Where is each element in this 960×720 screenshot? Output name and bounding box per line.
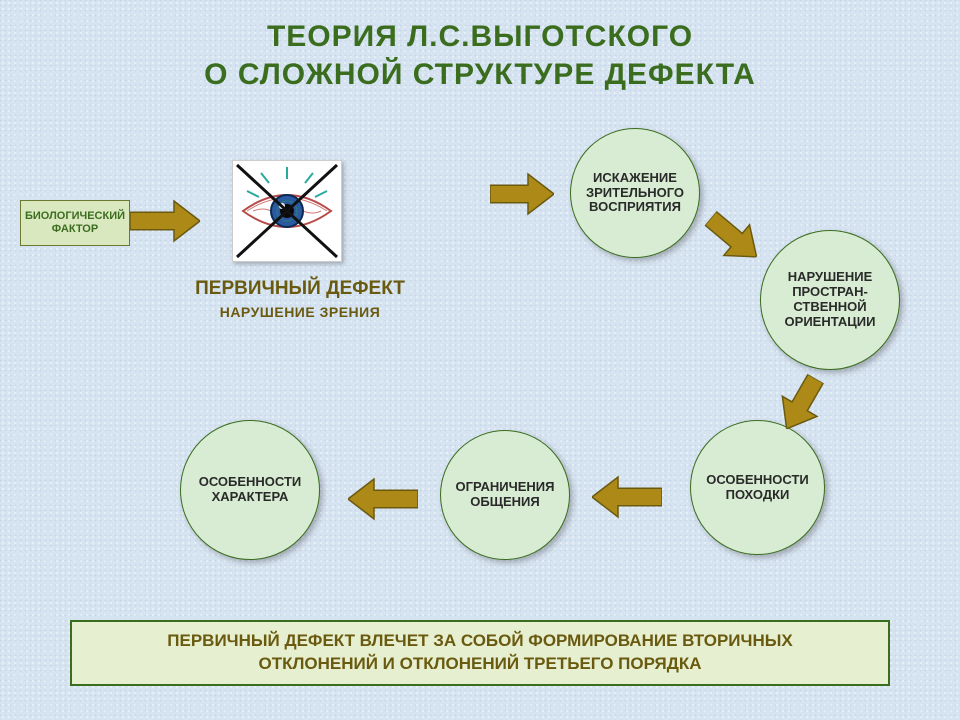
bubble-b3: ОСОБЕННОСТИПОХОДКИ <box>690 420 825 555</box>
bubble-b4: ОГРАНИЧЕНИЯОБЩЕНИЯ <box>440 430 570 560</box>
eye-icon <box>233 161 341 261</box>
bubble-b5: ОСОБЕННОСТИХАРАКТЕРА <box>180 420 320 560</box>
factor-box: БИОЛОГИЧЕСКИЙФАКТОР <box>20 200 130 246</box>
primary-defect-label: ПЕРВИЧНЫЙ ДЕФЕКТ НАРУШЕНИЕ ЗРЕНИЯ <box>170 278 430 320</box>
bubble-b1: ИСКАЖЕНИЕЗРИТЕЛЬНОГОВОСПРИЯТИЯ <box>570 128 700 258</box>
slide-title: ТЕОРИЯ Л.С.ВЫГОТСКОГО О СЛОЖНОЙ СТРУКТУР… <box>0 18 960 93</box>
title-line-1: ТЕОРИЯ Л.С.ВЫГОТСКОГО <box>0 18 960 56</box>
summary-text: ПЕРВИЧНЫЙ ДЕФЕКТ ВЛЕЧЕТ ЗА СОБОЙ ФОРМИРО… <box>167 630 792 676</box>
arrow-a4 <box>592 470 662 519</box>
bubble-b2: НАРУШЕНИЕПРОСТРАН-СТВЕННОЙОРИЕНТАЦИИ <box>760 230 900 370</box>
arrow-a2 <box>693 201 770 277</box>
title-line-2: О СЛОЖНОЙ СТРУКТУРЕ ДЕФЕКТА <box>0 56 960 94</box>
summary-box: ПЕРВИЧНЫЙ ДЕФЕКТ ВЛЕЧЕТ ЗА СОБОЙ ФОРМИРО… <box>70 620 890 686</box>
arrow-a0 <box>130 199 200 248</box>
factor-label: БИОЛОГИЧЕСКИЙФАКТОР <box>25 210 125 236</box>
primary-subtitle: НАРУШЕНИЕ ЗРЕНИЯ <box>170 304 430 320</box>
arrow-a5 <box>348 472 418 521</box>
primary-title: ПЕРВИЧНЫЙ ДЕФЕКТ <box>170 278 430 300</box>
arrow-a1 <box>490 172 554 221</box>
eye-crossed-image <box>232 160 342 262</box>
